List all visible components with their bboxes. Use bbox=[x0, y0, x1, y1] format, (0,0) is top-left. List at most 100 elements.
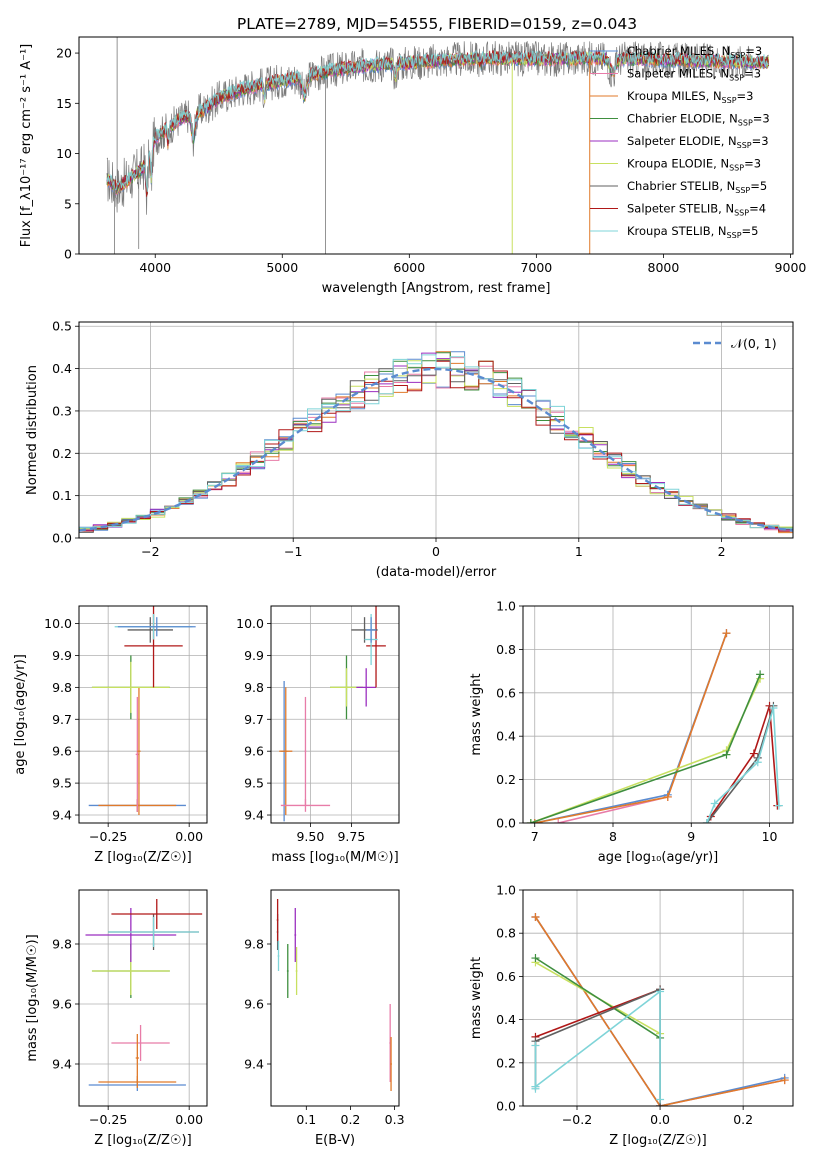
x-axis-label: wavelength [Angstrom, rest frame] bbox=[322, 281, 551, 296]
plot-area bbox=[271, 606, 399, 823]
axes-frame bbox=[78, 605, 208, 824]
x-tick-label: 9000 bbox=[775, 260, 807, 275]
y-axis-label: Normed distribution bbox=[25, 365, 40, 495]
x-tick-label: 0.3 bbox=[385, 1112, 405, 1127]
weight-marker-kroupa_miles bbox=[663, 792, 672, 801]
legend-label: Salpeter ELODIE, NSSP=3 bbox=[627, 134, 769, 150]
y-tick-label: 9.8 bbox=[244, 680, 264, 695]
axes-frame bbox=[78, 36, 794, 255]
x-tick-label: 5000 bbox=[266, 260, 298, 275]
axes-frame bbox=[78, 889, 208, 1107]
y-tick-label: 9.6 bbox=[244, 997, 264, 1012]
weight-marker-kroupa_stelib bbox=[531, 1082, 540, 1091]
weight-line-chabrier_elodie bbox=[535, 957, 661, 1039]
y-tick-label: 0.1 bbox=[52, 488, 72, 503]
y-tick-label: 0.4 bbox=[52, 361, 72, 376]
x-tick-label: 9.75 bbox=[337, 829, 365, 844]
legend-label: Chabrier MILES, NSSP=3 bbox=[627, 44, 762, 60]
y-tick-label: 20 bbox=[56, 46, 72, 61]
y-tick-label: 0.6 bbox=[496, 969, 516, 984]
y-tick-label: 5 bbox=[64, 196, 72, 211]
panel-weight-vs-age: 7 8 9 10 0.0 0.2 0.4 0.6 0.8 1.0 age [log₁₀(age/yr… bbox=[469, 599, 794, 865]
model-spectrum-kroupa_stelib bbox=[106, 49, 769, 192]
y-tick-label: 15 bbox=[56, 96, 72, 111]
y-tick-label: 0.0 bbox=[496, 1099, 516, 1114]
y-tick-label: 9.4 bbox=[52, 1057, 72, 1072]
axes-frame bbox=[78, 321, 794, 539]
weight-marker-kroupa_miles bbox=[531, 913, 540, 921]
weight-marker-chabrier_elodie bbox=[531, 954, 540, 963]
x-tick-label: 9.50 bbox=[296, 829, 324, 844]
weight-line-kroupa_stelib bbox=[534, 989, 661, 1100]
plot-area bbox=[79, 606, 207, 823]
legend-label: Kroupa ELODIE, NSSP=3 bbox=[627, 157, 761, 173]
x-tick-label: 0.2 bbox=[341, 1112, 361, 1127]
y-tick-label: 0.2 bbox=[496, 772, 516, 787]
legend-label: Chabrier STELIB, NSSP=5 bbox=[627, 179, 767, 195]
y-tick-label: 0.0 bbox=[52, 531, 72, 546]
weight-line-chabrier_stelib bbox=[534, 988, 661, 1106]
y-tick-label: 9.9 bbox=[244, 648, 264, 663]
model-spectrum-salpeter_stelib bbox=[106, 49, 770, 197]
x-tick-label: 0.1 bbox=[296, 1112, 316, 1127]
panel-mass-vs-Z: −0.25 0.00 9.4 9.6 9.8 Z [log₁₀(Z/Z☉)] mass [l… bbox=[25, 889, 208, 1148]
panel-age-vs-mass: 9.50 9.75 9.4 9.5 9.6 9.7 9.8 9.9 10.0 mass [log₁… bbox=[236, 605, 400, 865]
y-tick-label: 1.0 bbox=[496, 883, 516, 898]
histogram-kroupa_stelib bbox=[79, 354, 793, 531]
figure-title: PLATE=2789, MJD=54555, FIBERID=0159, z=0… bbox=[237, 15, 637, 33]
x-tick-label: 8000 bbox=[648, 260, 680, 275]
weight-marker-chabrier_elodie bbox=[756, 670, 765, 679]
weight-marker-kroupa_stelib bbox=[710, 799, 719, 808]
axes-frame bbox=[522, 889, 794, 1107]
weight-marker-salpeter_miles bbox=[554, 819, 563, 823]
weight-marker-kroupa_stelib bbox=[531, 1041, 540, 1050]
y-axis-label: Flux [f_λ10⁻¹⁷ erg cm⁻² s⁻¹ A⁻¹] bbox=[19, 44, 34, 248]
y-tick-label: 10.0 bbox=[44, 616, 72, 631]
x-axis-label: (data-model)/error bbox=[376, 565, 497, 580]
legend-label: 𝒩(0, 1) bbox=[731, 336, 777, 351]
plot-area bbox=[79, 890, 207, 1106]
axes-frame bbox=[522, 605, 794, 824]
weight-marker-kroupa_stelib bbox=[769, 703, 778, 712]
y-tick-label: 0.4 bbox=[496, 1012, 516, 1027]
x-tick-label: −0.2 bbox=[562, 1112, 592, 1127]
axes-frame bbox=[270, 889, 400, 1107]
x-tick-label: 7000 bbox=[520, 260, 552, 275]
y-tick-label: 9.4 bbox=[244, 1057, 264, 1072]
plot-area bbox=[106, 37, 770, 254]
plot-area bbox=[523, 606, 793, 823]
x-tick-label: 9 bbox=[687, 829, 695, 844]
y-tick-label: 0.8 bbox=[496, 642, 516, 657]
panel-spectrum: 4000 5000 6000 7000 8000 9000 0 5 10 15 20 waveleng… bbox=[19, 36, 807, 296]
x-axis-label: mass [log₁₀(M/M☉)] bbox=[271, 850, 398, 865]
axes-frame bbox=[270, 605, 400, 824]
x-tick-label: −0.25 bbox=[89, 829, 127, 844]
y-tick-label: 10 bbox=[56, 146, 72, 161]
y-tick-label: 0.2 bbox=[52, 446, 72, 461]
x-tick-label: 0.2 bbox=[733, 1112, 753, 1127]
y-axis-label: mass weight bbox=[469, 673, 484, 755]
y-tick-label: 9.8 bbox=[244, 937, 264, 952]
x-tick-label: 0.0 bbox=[650, 1112, 670, 1127]
weight-marker-kroupa_stelib bbox=[753, 758, 762, 767]
x-axis-label: Z [log₁₀(Z/Z☉)] bbox=[609, 1133, 706, 1148]
y-tick-label: 1.0 bbox=[496, 599, 516, 614]
x-tick-label: 10 bbox=[762, 829, 778, 844]
y-tick-label: 0.3 bbox=[52, 403, 72, 418]
weight-line-salpeter_stelib bbox=[710, 705, 779, 817]
weight-line-salpeter_miles bbox=[558, 632, 728, 823]
x-tick-label: −1 bbox=[284, 544, 302, 559]
weight-marker-chabrier_elodie bbox=[722, 750, 731, 759]
x-tick-label: 2 bbox=[718, 544, 726, 559]
weight-marker-kroupa_stelib bbox=[774, 801, 783, 810]
y-tick-label: 0.4 bbox=[496, 729, 516, 744]
y-tick-label: 9.8 bbox=[52, 937, 72, 952]
y-axis-label: mass weight bbox=[469, 957, 484, 1039]
y-tick-label: 9.9 bbox=[52, 648, 72, 663]
x-tick-label: 0 bbox=[432, 544, 440, 559]
x-tick-label: −2 bbox=[141, 544, 159, 559]
x-axis-label: Z [log₁₀(Z/Z☉)] bbox=[94, 850, 191, 865]
weight-line-kroupa_miles bbox=[534, 916, 785, 1106]
gaussian-curve bbox=[79, 367, 793, 532]
